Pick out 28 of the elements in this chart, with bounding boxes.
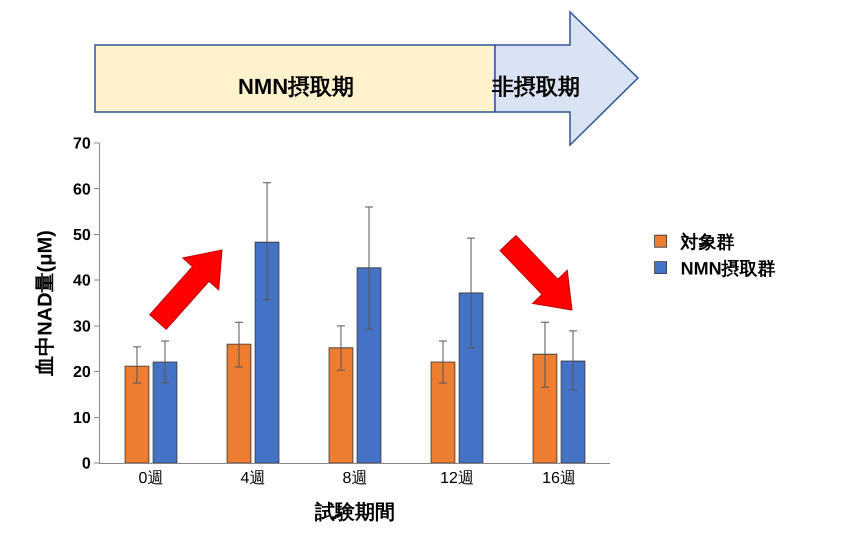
legend-label: NMN摂取群 [680, 258, 776, 279]
y-tick-label: 30 [73, 318, 91, 336]
y-tick-label: 60 [73, 181, 91, 198]
bar [226, 344, 252, 463]
bar [430, 362, 456, 463]
y-tick-label: 50 [73, 227, 91, 244]
x-axis-title: 試験期間 [314, 500, 395, 524]
y-tick-label: 0 [82, 456, 91, 473]
x-tick-label: 0週 [138, 470, 164, 488]
bar [532, 354, 558, 463]
bar [124, 366, 150, 463]
y-tick-label: 40 [73, 272, 91, 290]
text: NMN摂取期 [238, 74, 354, 99]
bar [254, 242, 280, 463]
bar [458, 292, 484, 463]
x-tick-label: 12週 [440, 470, 474, 488]
y-tick-label: 10 [73, 410, 91, 427]
y-tick-label: 20 [73, 364, 91, 382]
x-tick-label: 16週 [542, 470, 576, 488]
bar [356, 267, 382, 463]
bar [152, 362, 178, 463]
legend-label: 対象群 [680, 232, 735, 252]
x-tick-label: 4週 [240, 470, 266, 488]
bar [560, 360, 586, 463]
x-tick-label: 8週 [342, 470, 368, 488]
bar [328, 347, 354, 463]
y-tick-label: 70 [73, 136, 91, 153]
y-axis-title: 血中NAD量(μM) [34, 230, 57, 377]
